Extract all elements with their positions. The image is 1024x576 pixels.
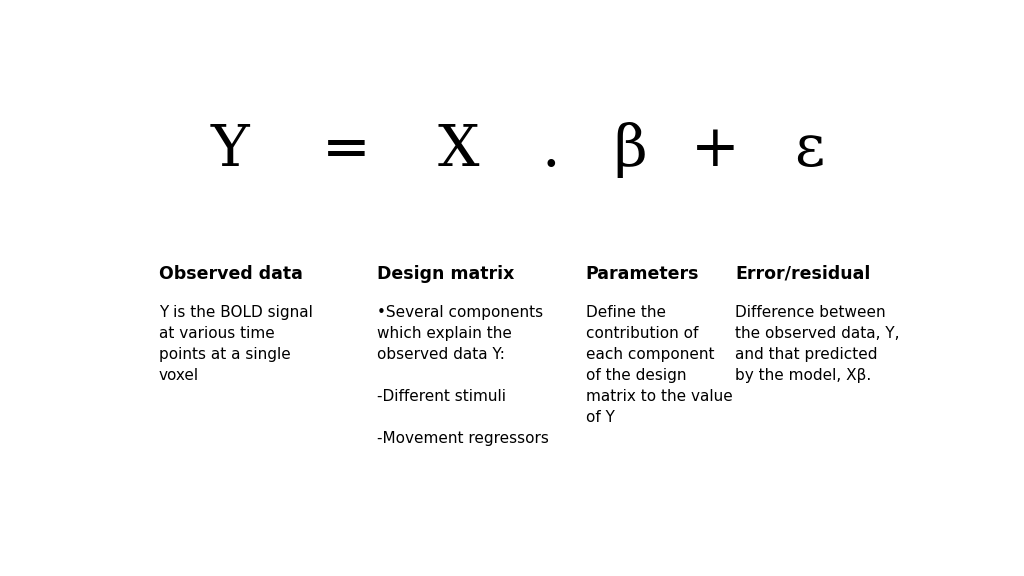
- Text: .: .: [542, 122, 560, 178]
- Text: X: X: [438, 122, 479, 178]
- Text: Y: Y: [211, 122, 250, 178]
- Text: Difference between
the observed data, Y,
and that predicted
by the model, Xβ.: Difference between the observed data, Y,…: [735, 305, 900, 383]
- Text: Error/residual: Error/residual: [735, 265, 870, 283]
- Text: +: +: [690, 122, 739, 178]
- Text: Parameters: Parameters: [586, 265, 699, 283]
- Text: =: =: [322, 122, 371, 178]
- Text: Define the
contribution of
each component
of the design
matrix to the value
of Y: Define the contribution of each componen…: [586, 305, 732, 425]
- Text: β: β: [613, 122, 646, 178]
- Text: Y is the BOLD signal
at various time
points at a single
voxel: Y is the BOLD signal at various time poi…: [159, 305, 312, 383]
- Text: Observed data: Observed data: [159, 265, 303, 283]
- Text: ε: ε: [794, 122, 824, 178]
- Text: Design matrix: Design matrix: [377, 265, 514, 283]
- Text: •Several components
which explain the
observed data Y:

-Different stimuli

-Mov: •Several components which explain the ob…: [377, 305, 549, 446]
